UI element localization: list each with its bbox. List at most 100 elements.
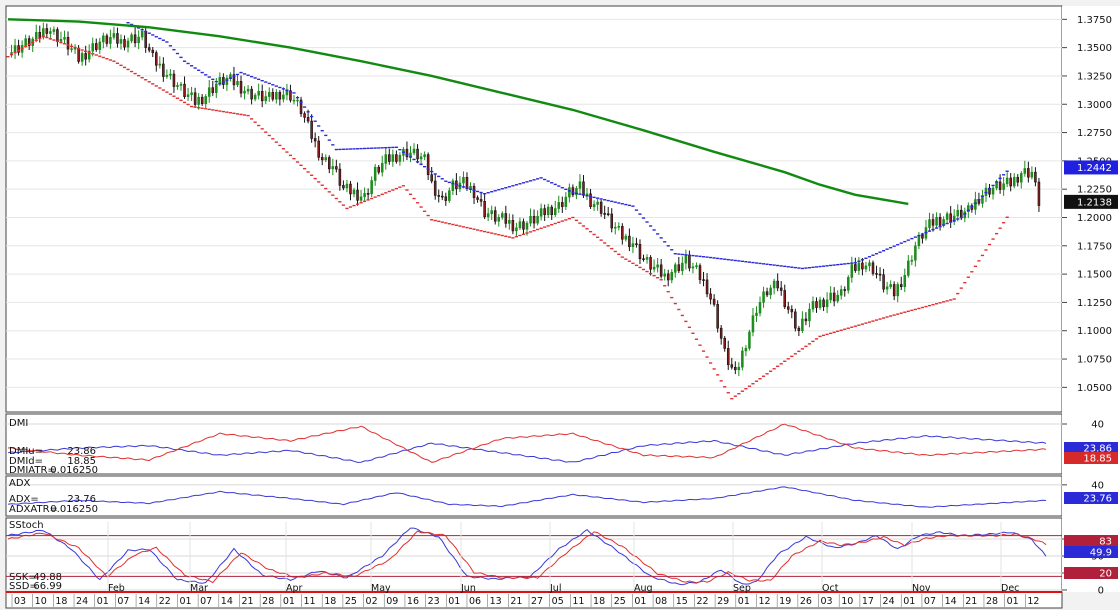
dmid-axis-label: 18.85	[1083, 454, 1112, 465]
candle-body	[225, 77, 229, 85]
candle-body	[264, 96, 268, 102]
candle-body	[246, 88, 250, 92]
date-day-label: 16	[407, 596, 419, 607]
candle-body	[737, 366, 741, 371]
candle-body	[215, 83, 218, 93]
candle-body	[963, 211, 967, 219]
candle-body	[885, 286, 889, 290]
price-tick-label: 1.2250	[1077, 185, 1112, 196]
candle-body	[13, 45, 17, 53]
candle-body	[27, 38, 31, 47]
dmi-title: DMI	[9, 418, 28, 429]
candle-body	[179, 83, 183, 86]
candle-body	[490, 210, 493, 215]
candle-body	[24, 38, 27, 46]
candle-body	[328, 157, 331, 170]
adxatr-value: 0.016250	[50, 504, 98, 515]
candle-body	[299, 99, 303, 114]
candle-body	[306, 117, 310, 122]
date-day-label: 21	[510, 596, 522, 607]
candle-body	[34, 32, 38, 40]
dmiu-axis-label: 23.86	[1083, 444, 1112, 455]
candle-body	[405, 148, 409, 158]
candle-body	[70, 48, 73, 50]
date-day-label: 03	[14, 596, 26, 607]
candle-body	[63, 37, 66, 40]
candle-body	[190, 92, 193, 96]
candle-body	[493, 210, 497, 222]
date-day-label: 01	[903, 596, 915, 607]
candle-body	[603, 213, 606, 215]
price-tick-label: 1.1500	[1077, 270, 1112, 281]
month-label: Dec	[1001, 583, 1019, 594]
candle-body	[218, 77, 222, 85]
candle-body	[271, 92, 275, 100]
candle-body	[617, 226, 621, 228]
candle-body	[1023, 168, 1027, 174]
date-day-label: 22	[159, 596, 171, 607]
dmi-tick-label: 40	[1091, 420, 1104, 431]
candle-body	[112, 33, 116, 38]
candle-body	[684, 255, 688, 264]
candle-body	[596, 201, 599, 205]
date-day-label: 17	[862, 596, 874, 607]
candle-body	[635, 243, 638, 245]
candle-body	[748, 331, 751, 349]
candle-body	[829, 292, 832, 301]
candle-body	[370, 180, 373, 195]
candle-body	[345, 183, 349, 189]
candle-body	[1037, 181, 1041, 206]
candle-body	[875, 273, 878, 275]
candle-body	[832, 292, 836, 302]
candle-body	[197, 96, 200, 105]
candle-body	[193, 92, 197, 105]
candle-body	[239, 81, 243, 94]
candle-body	[582, 181, 585, 195]
candle-body	[42, 28, 45, 38]
candle-body	[94, 43, 98, 50]
adx-axis-label: 23.76	[1083, 494, 1112, 505]
candle-body	[857, 262, 861, 271]
date-day-label: 18	[55, 596, 67, 607]
candle-body	[522, 221, 525, 230]
candle-body	[416, 148, 419, 160]
dmi-series-dmid	[7, 423, 1047, 463]
date-day-label: 18	[324, 596, 336, 607]
candle-body	[896, 284, 899, 297]
candle-body	[532, 215, 536, 224]
date-day-label: 10	[35, 596, 47, 607]
dmiatr-label: DMIATR=	[9, 465, 56, 476]
date-day-label: 29	[717, 596, 729, 607]
candle-body	[847, 277, 850, 291]
candle-body	[515, 227, 518, 232]
candle-body	[899, 284, 903, 288]
date-day-label: 08	[655, 596, 667, 607]
month-label: Feb	[108, 583, 125, 594]
date-day-label: 06	[469, 596, 481, 607]
candle-body	[843, 289, 847, 291]
high-price-label: 1.2442	[1077, 163, 1112, 174]
candle-body	[836, 294, 839, 302]
candle-body	[674, 264, 677, 273]
candle-body	[77, 47, 80, 62]
candle-body	[38, 32, 42, 38]
candle-body	[952, 215, 956, 223]
candle-body	[476, 197, 479, 200]
candle-body	[440, 195, 444, 198]
candle-body	[557, 202, 561, 209]
date-day-label: 07	[117, 596, 129, 607]
date-day-label: 10	[841, 596, 853, 607]
candle-body	[734, 366, 737, 371]
date-day-label: 22	[696, 596, 708, 607]
candle-body	[758, 302, 762, 314]
candle-body	[804, 318, 808, 322]
last-price-badge	[1064, 194, 1118, 209]
candle-body	[501, 213, 504, 218]
candle-body	[98, 41, 102, 50]
candle-body	[257, 91, 260, 96]
candle-body	[719, 327, 723, 339]
candle-body	[444, 196, 448, 201]
date-day-label: 24	[76, 596, 88, 607]
candle-body	[606, 213, 610, 216]
